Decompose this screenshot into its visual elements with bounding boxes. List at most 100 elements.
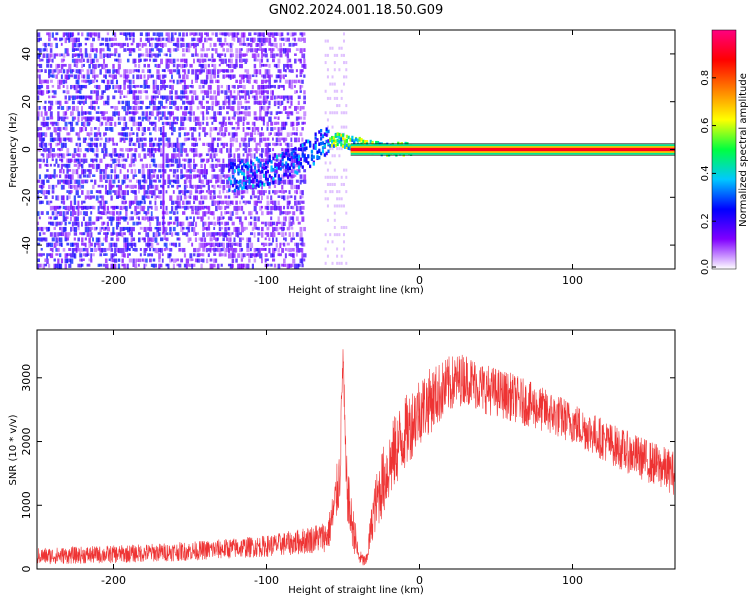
spectrogram-cell [130,48,134,52]
spectrogram-cell [295,116,299,121]
spectrogram-cell [332,138,336,142]
spectrogram-cell [252,180,255,184]
spectrogram-cell [123,74,127,79]
spectrogram-cell [77,132,81,138]
spectrogram-cell [257,132,260,136]
spectrogram-cell [57,148,60,151]
spectrogram-cell [110,195,113,201]
spectrogram-cell [134,211,137,216]
spectrogram-cell [160,200,163,206]
spectrogram-cell [227,263,232,267]
spectrogram-cell [264,111,268,117]
spectrogram-cell [171,100,174,105]
spectrogram-cell [259,247,262,254]
spectrogram-cell [172,221,176,225]
spectrogram-cell [294,84,296,88]
spectrogram-cell [180,163,183,168]
spectrogram-cell [251,95,255,99]
spectrogram-cell [87,269,90,273]
spectrogram-cell [259,95,262,99]
spectrogram-cell [46,163,49,167]
spectrogram-cell [213,269,215,274]
spectrogram-cell [79,42,83,47]
spectrogram-cell [320,128,323,133]
spectrogram-cell [345,143,348,147]
spectrogram-cell [233,153,236,159]
spectrogram-cell [160,190,163,194]
spectrogram-cell [77,84,81,89]
spectrogram-cell [180,142,184,148]
spectrogram-cell [281,190,284,194]
spectrogram-cell [161,232,165,235]
spectrogram-cell [205,258,209,264]
spectrogram-cell [93,242,97,248]
spectrogram-cell [119,95,122,99]
colorbar-label: Normalized spectral amplitude [738,73,749,227]
spectrogram-cell [244,185,247,190]
spectrogram-cell [49,200,53,204]
spectrogram-cell [158,179,162,183]
spectrogram-cell [171,132,174,136]
spectrogram-cell [54,269,56,272]
spectrogram-cell [40,253,43,257]
spectrogram-cell [169,69,173,75]
spectrogram-cell [185,258,190,264]
spectrogram-cell [336,111,339,115]
spectrogram-cell [294,158,298,164]
spectrogram-cell [125,148,129,152]
spectrogram-cell [231,247,234,254]
spectrogram-cell [158,232,161,237]
spectrogram-cell [207,190,210,195]
spectrogram-cell [227,184,232,189]
spectrogram-cell [75,184,79,191]
spectrogram-cell [178,242,181,247]
spectrogram-cell [62,169,65,174]
spectrogram-cell [137,106,140,110]
spectrogram-cell [88,216,92,222]
spectrogram-cell [46,174,49,178]
spectrogram-cell [205,100,209,104]
spectrogram-cell [37,221,40,226]
spectrogram-cell [176,42,180,48]
spectrogram-cell [239,183,242,188]
spectrogram-cell [204,79,208,85]
spectrogram-cell [57,163,60,168]
spectrogram-cell [114,158,117,164]
spectrogram-cell [51,158,54,162]
spectrogram-cell [235,247,238,253]
spectrogram-cell [59,100,62,106]
spectrogram-cell [284,153,289,158]
spectrogram-cell [114,32,117,38]
spectrogram-cell [71,169,75,175]
spectrogram-cell [290,95,293,101]
spectrogram-cell [73,216,77,222]
spectrogram-cell [86,232,90,237]
spectrogram-cell [66,106,70,111]
spectrogram-cell [342,182,345,186]
spectrogram-cell [71,48,76,53]
spectrogram-cell [130,184,135,189]
spectrogram-cell [172,63,176,68]
spectrogram-cell [115,158,118,162]
spectrogram-cell [209,90,212,94]
spectrogram-cell [207,69,211,75]
spectrogram-cell [59,127,62,132]
spectrogram-cell [191,95,194,101]
spectrogram-cell [248,184,251,189]
spectrogram-cell [268,32,272,38]
spectrogram-cell [125,69,129,74]
spectrogram-cell [242,181,246,186]
spectrogram-cell [139,106,143,110]
spectrogram-cell [46,63,50,68]
spectrogram-cell [68,253,71,257]
spectrogram-cell [288,166,292,170]
spectrogram-cell [312,162,315,166]
spectrogram-cell [64,32,67,36]
spectrogram-cell [137,216,141,221]
spectrogram-cell [97,184,101,188]
spectrogram-cell [71,247,75,254]
spectrogram-cell [93,137,97,141]
spectrogram-cell [163,232,167,238]
spectrogram-cell [150,184,154,189]
